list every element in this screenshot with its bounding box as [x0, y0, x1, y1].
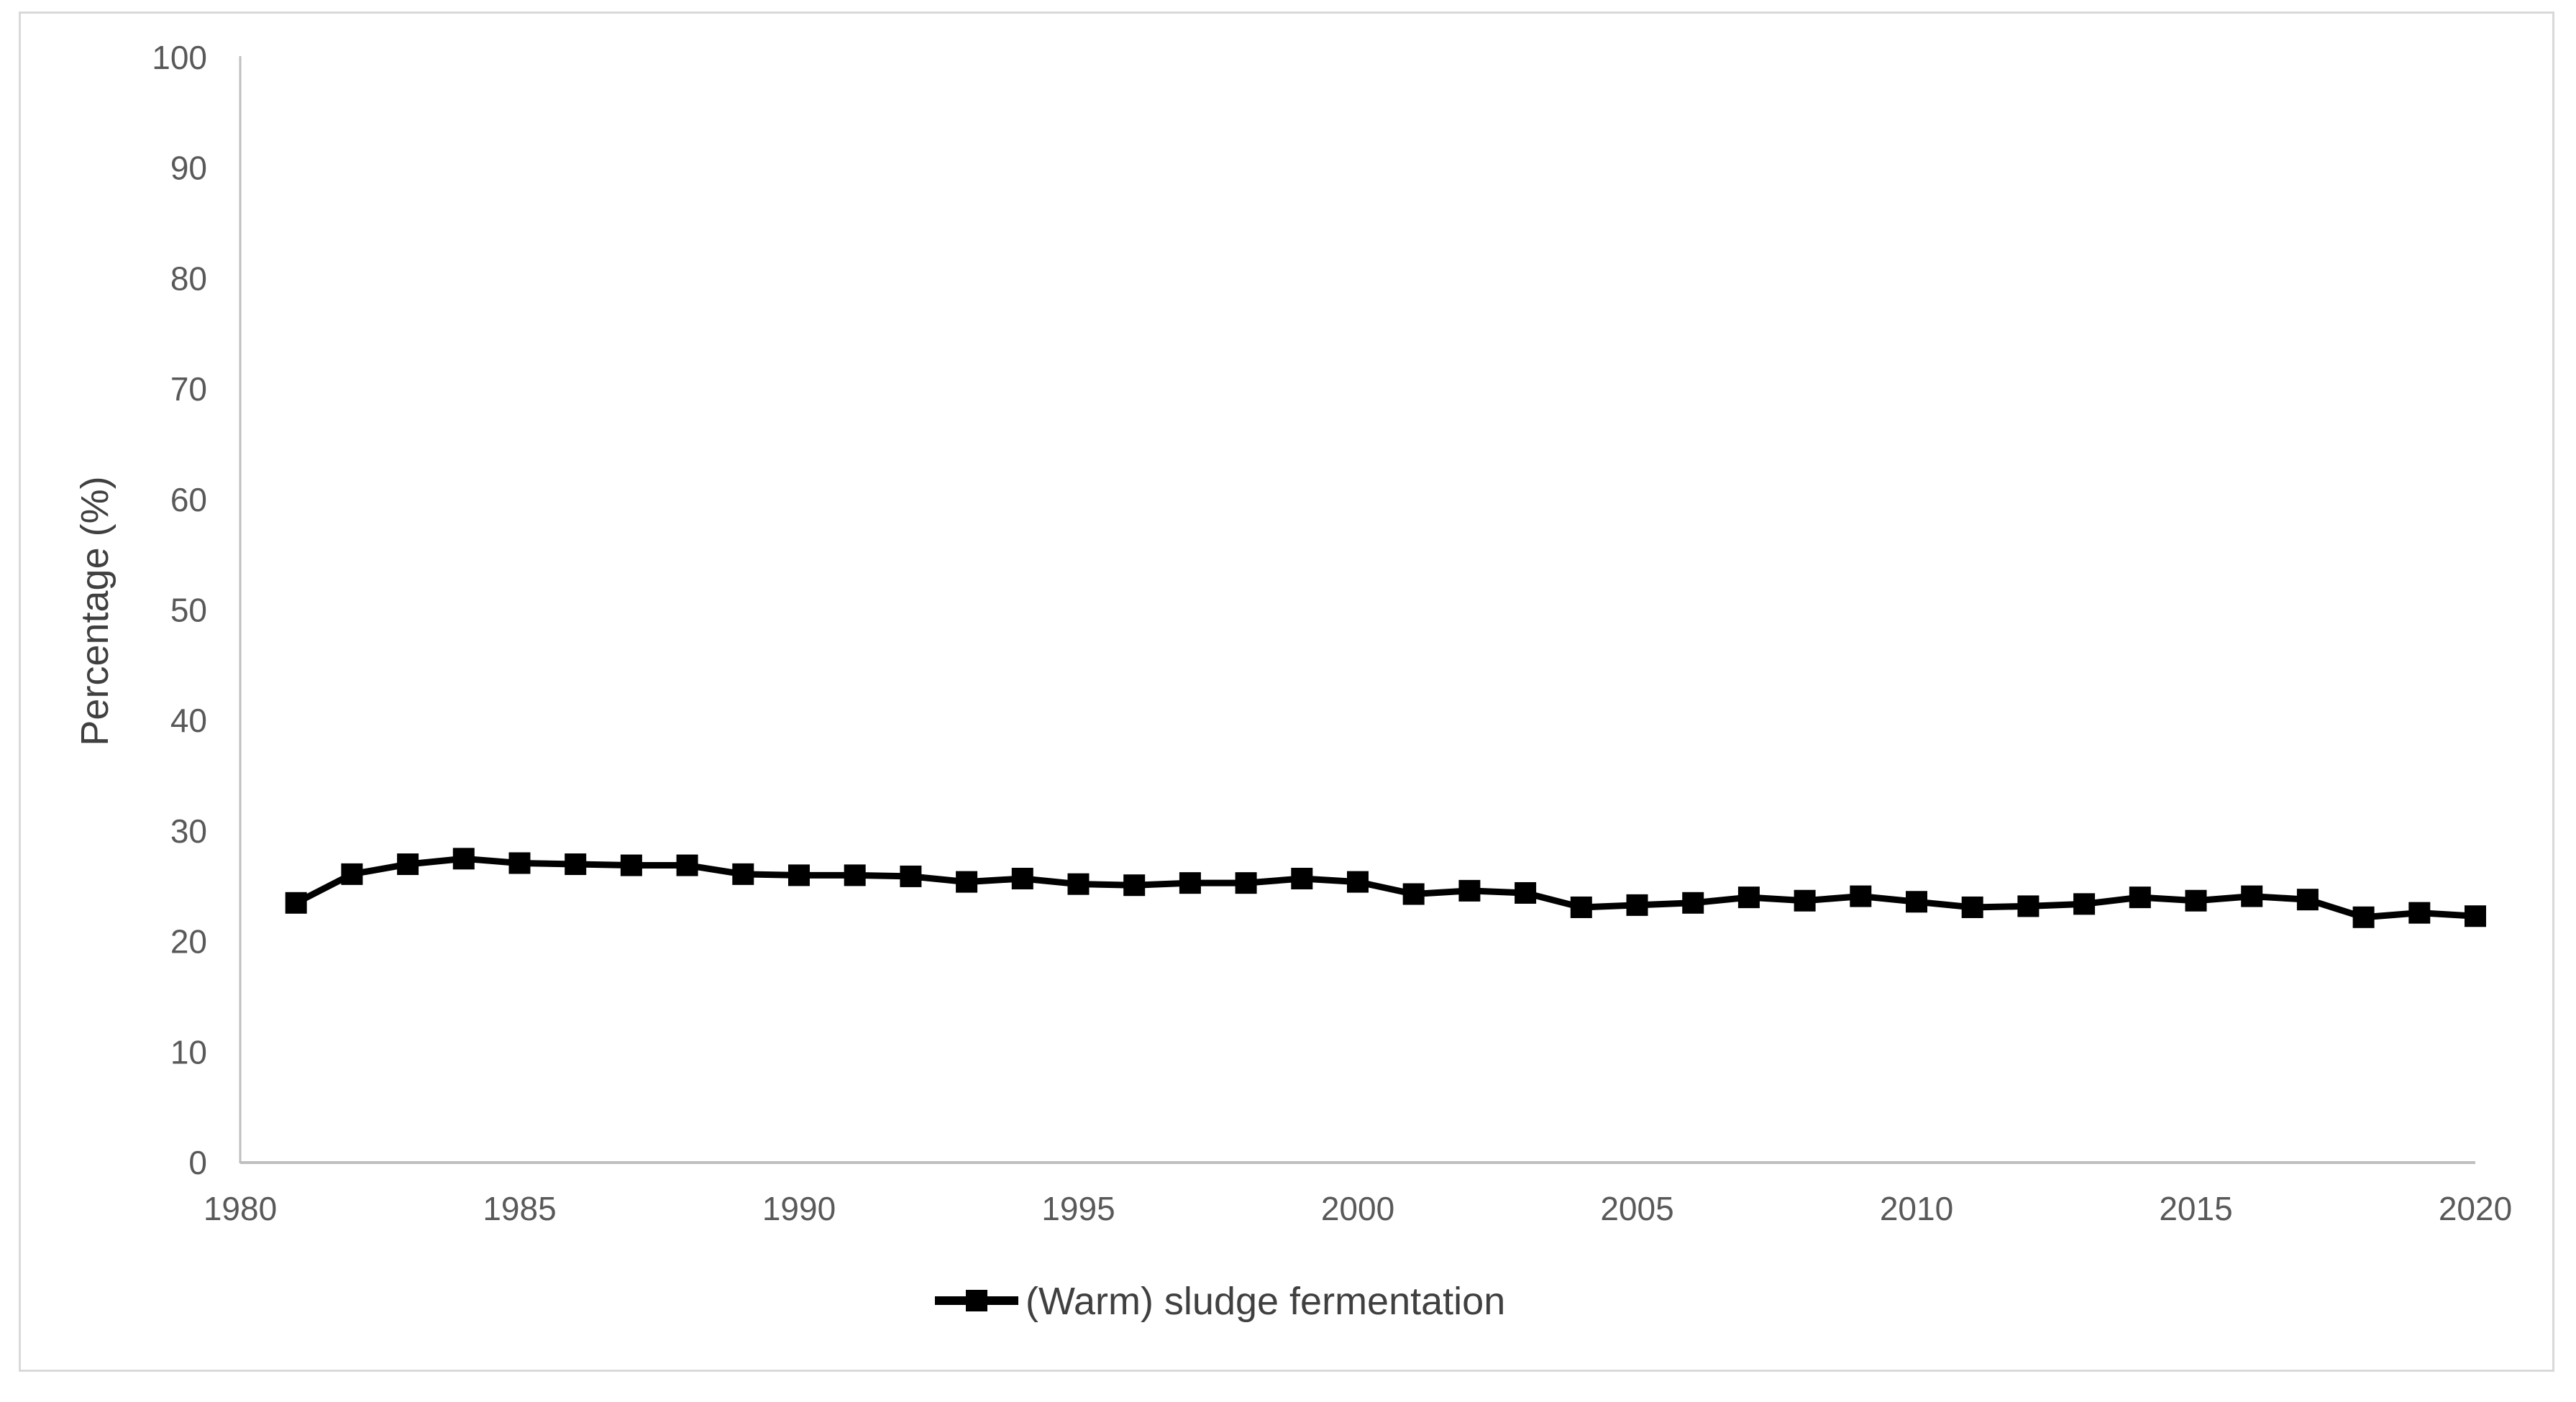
y-tick-label: 40 — [170, 702, 207, 739]
data-point-marker — [900, 865, 922, 887]
y-tick-label: 100 — [152, 39, 207, 76]
data-point-marker — [844, 864, 866, 886]
x-tick-label: 2015 — [2159, 1190, 2232, 1227]
y-tick-label: 70 — [170, 370, 207, 408]
y-tick-label: 90 — [170, 150, 207, 187]
data-point-marker — [565, 853, 587, 876]
data-point-marker — [1402, 883, 1425, 905]
data-point-marker — [2017, 895, 2040, 917]
legend-series-label: (Warm) sludge fermentation — [1026, 1280, 1505, 1323]
x-tick-label: 2020 — [2439, 1190, 2512, 1227]
x-tick-label: 1980 — [204, 1190, 277, 1227]
y-tick-label: 50 — [170, 592, 207, 629]
x-axis-tick-labels: 1980 1985 1990 1995 2000 2005 2010 2015 2020 — [204, 1190, 2512, 1227]
data-point-marker — [1235, 872, 1257, 894]
data-point-marker — [508, 852, 531, 874]
data-point-marker — [2352, 906, 2375, 928]
data-point-marker — [341, 863, 363, 885]
data-series — [285, 848, 2486, 928]
data-point-marker — [1794, 889, 1816, 912]
data-point-marker — [1682, 892, 1704, 914]
data-point-marker — [1458, 879, 1481, 902]
y-tick-label: 80 — [170, 260, 207, 297]
data-point-marker — [1011, 867, 1033, 889]
data-point-marker — [1850, 885, 1872, 907]
x-tick-label: 2005 — [1600, 1190, 1673, 1227]
y-tick-label: 20 — [170, 923, 207, 961]
data-point-marker — [1906, 891, 1927, 913]
y-tick-label: 0 — [188, 1144, 207, 1181]
legend: (Warm) sludge fermentation — [935, 1280, 1505, 1323]
data-point-marker — [452, 848, 475, 870]
data-point-marker — [1570, 896, 1592, 918]
legend-marker-icon — [966, 1290, 987, 1311]
data-point-marker — [1179, 872, 1201, 894]
x-tick-label: 2010 — [1880, 1190, 1953, 1227]
data-point-marker — [1123, 874, 1146, 897]
chart-frame — [19, 12, 2554, 1372]
data-point-marker — [2073, 893, 2096, 915]
y-axis-title: Percentage (%) — [73, 476, 117, 746]
x-tick-label: 2000 — [1321, 1190, 1394, 1227]
data-point-marker — [285, 892, 307, 914]
data-point-marker — [2408, 902, 2431, 924]
data-point-marker — [1515, 881, 1537, 904]
data-point-marker — [1737, 886, 1760, 909]
data-point-marker — [1291, 867, 1313, 889]
data-point-marker — [676, 854, 698, 876]
x-tick-label: 1990 — [762, 1190, 836, 1227]
data-point-marker — [2129, 886, 2151, 909]
y-axis-tick-labels: 0 10 20 30 40 50 60 70 80 90 100 — [152, 39, 207, 1181]
data-point-marker — [732, 863, 754, 885]
data-point-marker — [1347, 871, 1369, 893]
data-point-marker — [1961, 896, 1983, 918]
data-point-marker — [2296, 889, 2319, 911]
x-tick-label: 1995 — [1041, 1190, 1115, 1227]
y-tick-label: 30 — [170, 812, 207, 850]
data-point-marker — [956, 871, 978, 893]
data-point-marker — [2465, 905, 2486, 927]
data-point-marker — [1626, 894, 1648, 916]
data-point-marker — [2241, 885, 2263, 907]
data-point-marker — [1067, 873, 1090, 895]
y-tick-label: 10 — [170, 1033, 207, 1071]
data-point-marker — [788, 864, 810, 886]
y-tick-label: 60 — [170, 481, 207, 518]
data-point-marker — [620, 854, 642, 876]
data-point-marker — [2185, 889, 2207, 912]
series-line — [293, 855, 2479, 921]
x-tick-label: 1985 — [483, 1190, 556, 1227]
data-point-marker — [397, 853, 419, 876]
